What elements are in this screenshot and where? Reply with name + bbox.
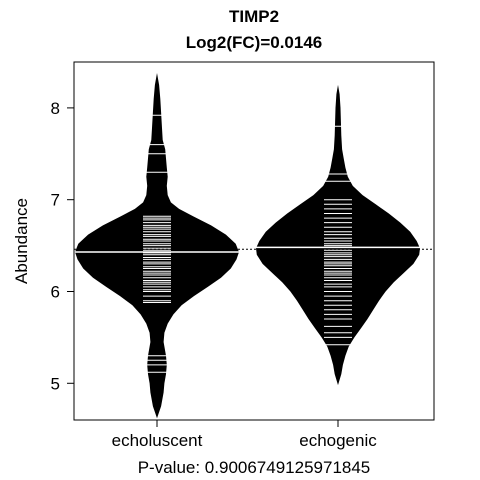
x-axis-label: P-value: 0.9006749125971845 xyxy=(138,458,371,477)
y-axis-label: Abundance xyxy=(12,198,31,284)
x-tick-label-1: echogenic xyxy=(299,431,377,450)
x-axis: echoluscent echogenic xyxy=(112,420,377,450)
y-axis: 5 6 7 8 xyxy=(51,99,74,393)
y-tick-label-3: 8 xyxy=(51,99,60,118)
y-tick-label-0: 5 xyxy=(51,374,60,393)
beans-layer xyxy=(75,73,420,419)
chart-title: TIMP2 xyxy=(229,7,279,26)
y-tick-label-2: 7 xyxy=(51,191,60,210)
plot-frame xyxy=(73,61,435,421)
y-tick-label-1: 6 xyxy=(51,282,60,301)
x-tick-label-0: echoluscent xyxy=(112,431,203,450)
chart-subtitle: Log2(FC)=0.0146 xyxy=(186,33,323,52)
